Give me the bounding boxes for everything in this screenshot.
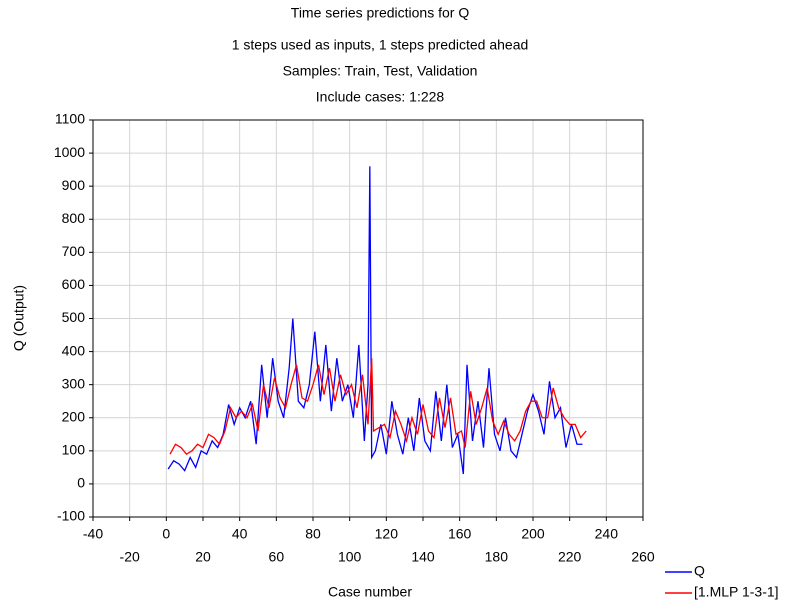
x-tick-label: 160 bbox=[448, 526, 472, 542]
subtitle: 1 steps used as inputs, 1 steps predicte… bbox=[232, 37, 529, 53]
y-tick-label: -100 bbox=[57, 508, 85, 524]
x-tick-label: 180 bbox=[485, 549, 509, 565]
subtitle: Samples: Train, Test, Validation bbox=[283, 63, 478, 79]
x-tick-label: 260 bbox=[631, 549, 655, 565]
y-tick-label: 0 bbox=[77, 475, 85, 491]
y-tick-label: 500 bbox=[62, 309, 86, 325]
x-tick-label: 240 bbox=[595, 526, 619, 542]
y-tick-label: 400 bbox=[62, 342, 86, 358]
y-tick-label: 800 bbox=[62, 210, 86, 226]
x-tick-label: 20 bbox=[195, 549, 211, 565]
y-tick-label: 1000 bbox=[54, 144, 85, 160]
subtitle: Include cases: 1:228 bbox=[316, 89, 445, 105]
y-axis-label: Q (Output) bbox=[11, 285, 27, 351]
y-tick-label: 100 bbox=[62, 442, 86, 458]
x-tick-label: 80 bbox=[305, 526, 321, 542]
legend-label: Q bbox=[694, 563, 705, 579]
legend-label: [1.MLP 1-3-1] bbox=[694, 584, 779, 600]
y-tick-label: 1100 bbox=[55, 111, 85, 127]
x-tick-label: 100 bbox=[338, 549, 362, 565]
series-line bbox=[169, 358, 587, 455]
plot-frame bbox=[92, 119, 644, 518]
y-tick-label: 200 bbox=[62, 408, 86, 424]
chart-title: Time series predictions for Q bbox=[291, 5, 470, 21]
series-line bbox=[167, 166, 583, 475]
x-tick-label: -40 bbox=[83, 526, 103, 542]
x-tick-label: 120 bbox=[375, 526, 399, 542]
x-tick-label: 40 bbox=[232, 526, 248, 542]
x-tick-label: 60 bbox=[269, 549, 285, 565]
y-tick-label: 700 bbox=[62, 243, 86, 259]
y-tick-label: 300 bbox=[62, 375, 86, 391]
x-tick-label: 220 bbox=[558, 549, 582, 565]
x-tick-label: -20 bbox=[120, 549, 140, 565]
y-tick-label: 600 bbox=[62, 276, 86, 292]
x-tick-label: 0 bbox=[162, 526, 170, 542]
x-tick-label: 200 bbox=[521, 526, 545, 542]
y-tick-label: 900 bbox=[62, 177, 86, 193]
x-tick-label: 140 bbox=[411, 549, 435, 565]
x-axis-label: Case number bbox=[328, 584, 412, 600]
